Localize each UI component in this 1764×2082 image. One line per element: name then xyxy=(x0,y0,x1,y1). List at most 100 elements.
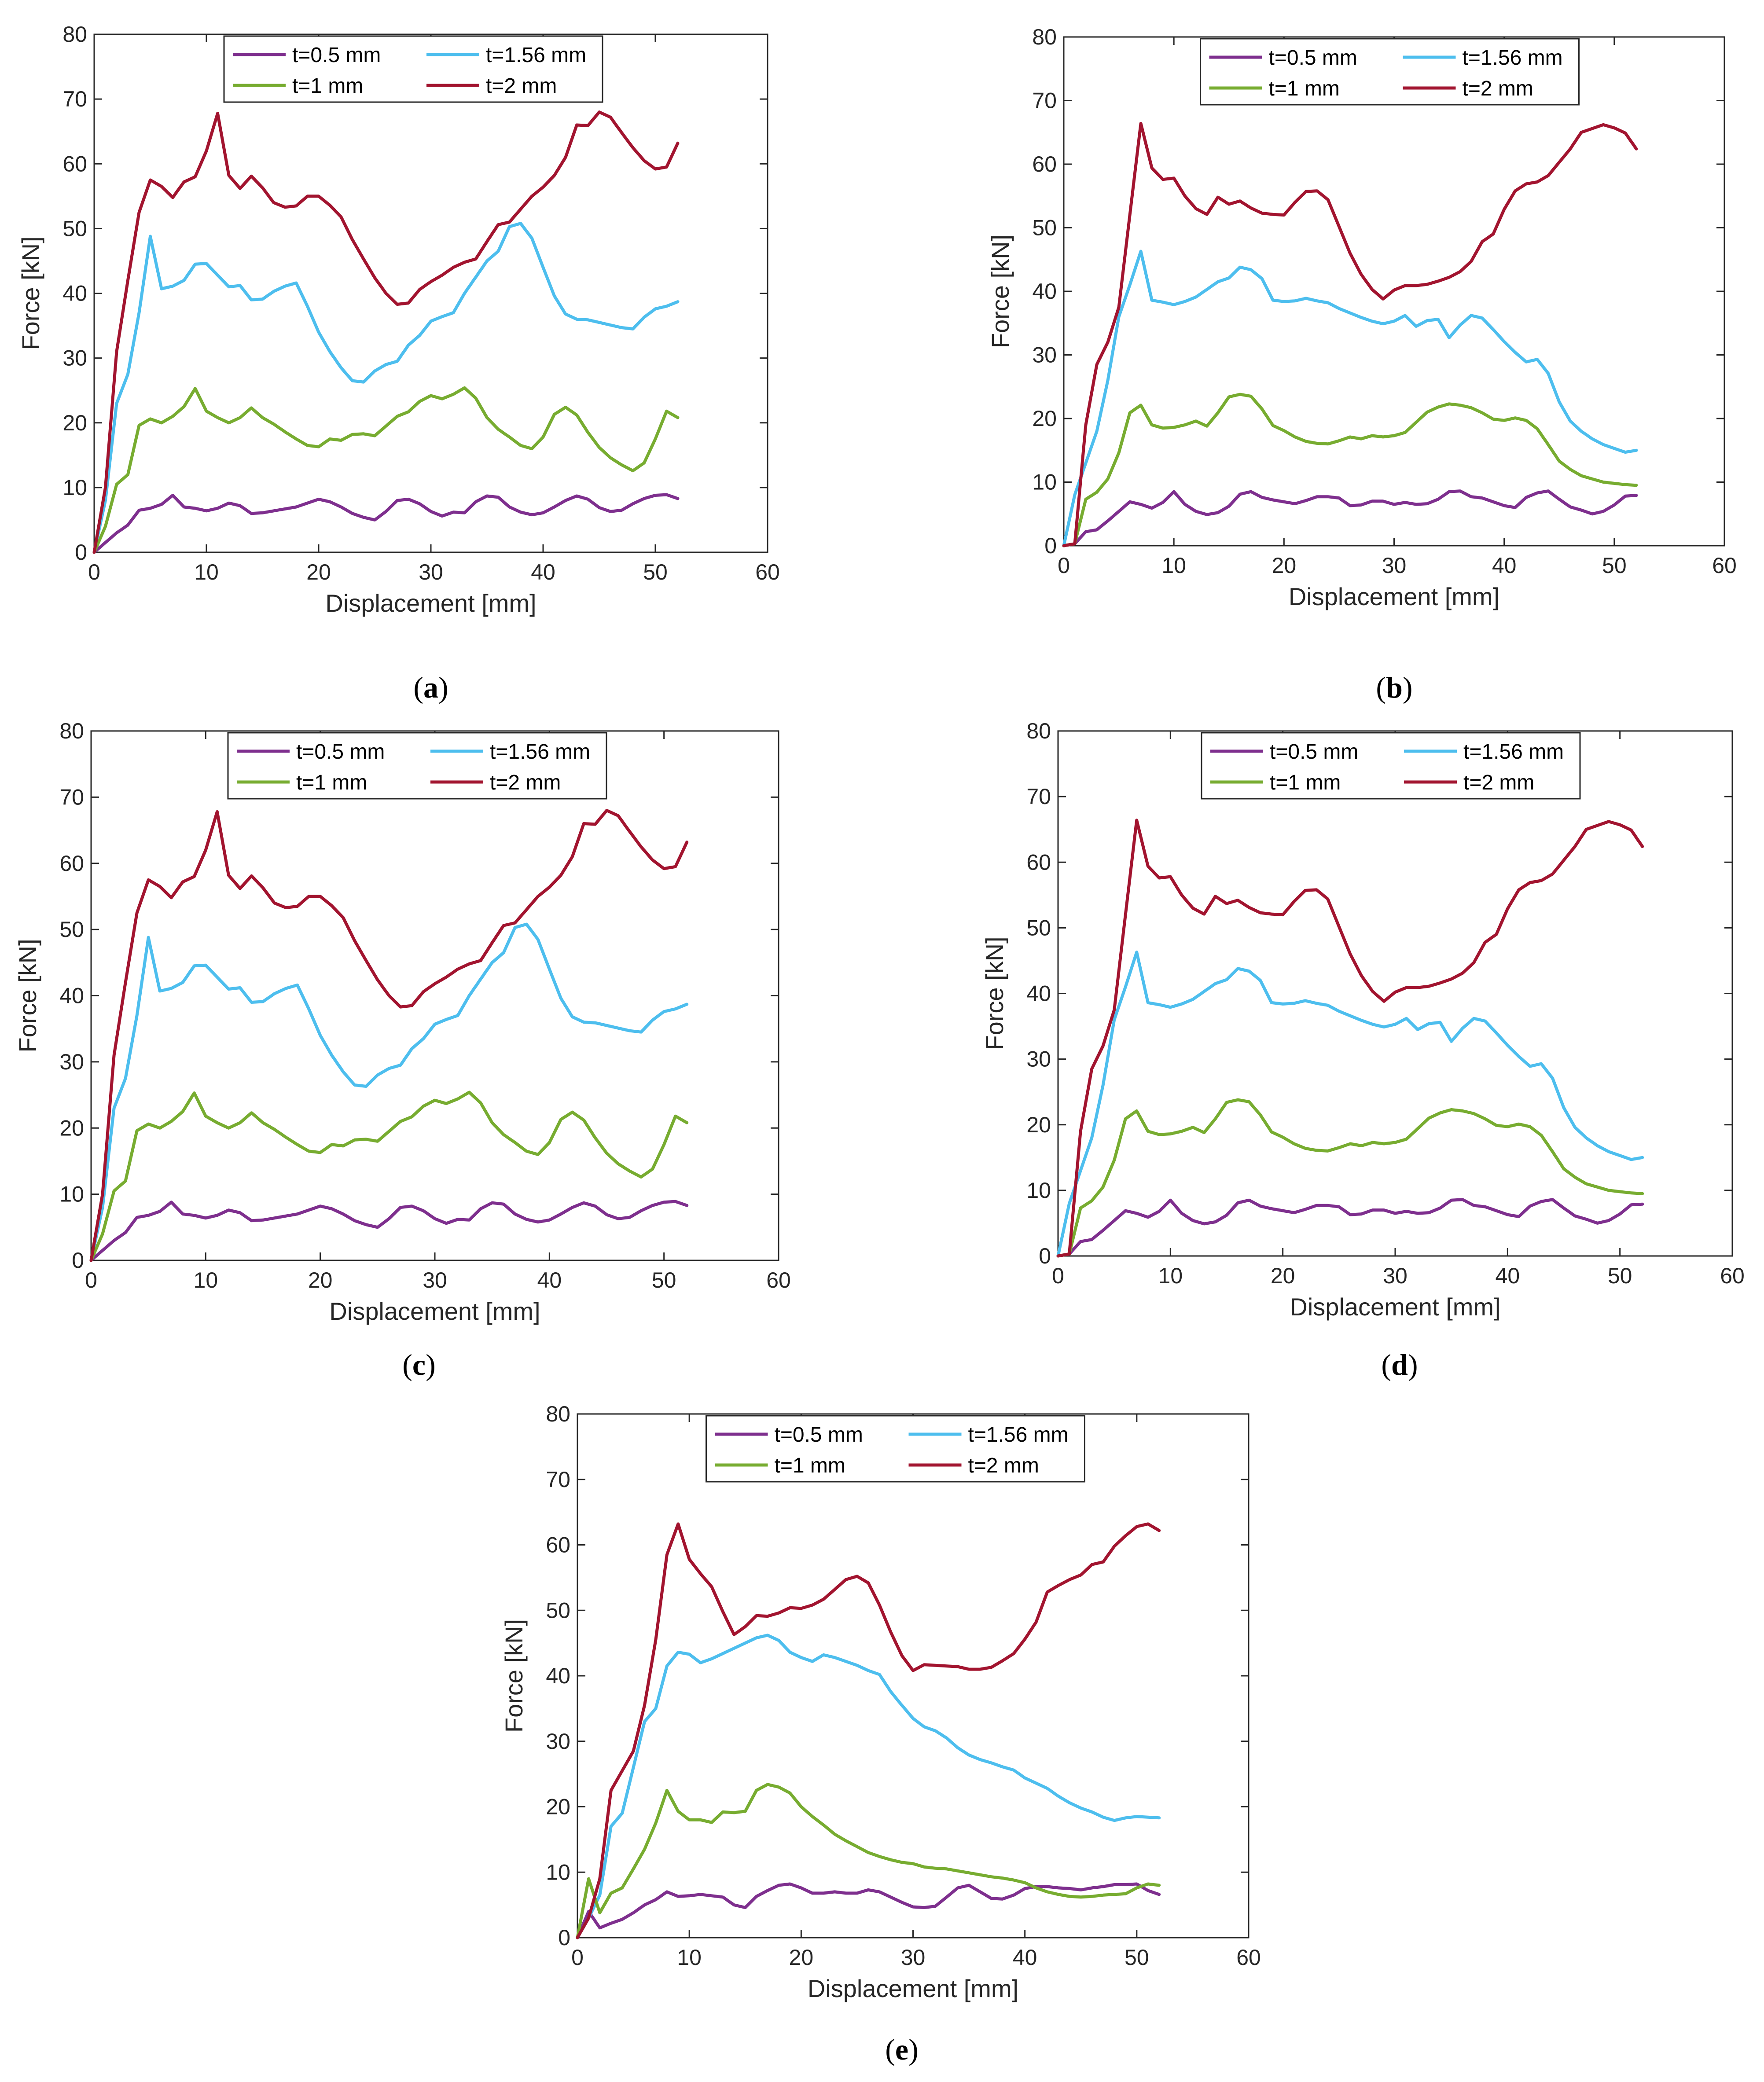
legend-label: t=2 mm xyxy=(1463,77,1533,100)
series-line-t156 xyxy=(92,222,680,554)
x-tick-label: 10 xyxy=(677,1945,702,1970)
y-tick-label: 10 xyxy=(59,1182,84,1207)
x-tick-label: 20 xyxy=(1271,1263,1295,1288)
x-tick-label: 30 xyxy=(423,1268,447,1293)
plot-area xyxy=(90,730,779,1261)
caption-close: ) xyxy=(426,1348,436,1381)
panel-caption: (a) xyxy=(413,671,448,704)
y-tick-label: 70 xyxy=(62,87,87,111)
series-line-t05 xyxy=(576,1882,1161,1939)
y-tick-label: 30 xyxy=(1032,343,1057,367)
x-tick-label: 50 xyxy=(652,1268,676,1293)
y-tick-label: 20 xyxy=(1026,1113,1051,1137)
y-tick-label: 30 xyxy=(59,1050,84,1074)
y-tick-label: 10 xyxy=(1032,470,1057,495)
series-line-t2 xyxy=(92,110,680,554)
series-line-t1 xyxy=(576,1783,1161,1939)
series-line-t05 xyxy=(89,1200,689,1262)
y-tick-label: 0 xyxy=(72,1248,84,1273)
legend-box xyxy=(1200,38,1580,106)
y-tick-label: 20 xyxy=(62,411,87,435)
legend-label: t=1.56 mm xyxy=(968,1423,1069,1447)
legend: t=0.5 mm t=1.56 mm t=1 mm t=2 mm xyxy=(706,1415,1085,1483)
y-tick-label: 50 xyxy=(546,1598,570,1623)
series-line-t156 xyxy=(576,1634,1161,1939)
y-tick-label: 40 xyxy=(62,281,87,306)
caption-open: ( xyxy=(1381,1348,1391,1381)
x-tick-label: 30 xyxy=(419,560,443,584)
x-tick-label: 10 xyxy=(1161,553,1186,578)
y-tick-label: 70 xyxy=(1032,88,1057,113)
series-line-t2 xyxy=(89,809,689,1262)
x-tick-label: 50 xyxy=(1602,553,1627,578)
series-line-t05 xyxy=(1056,1198,1644,1258)
x-tick-label: 20 xyxy=(306,560,331,584)
chart-panel-a: 0 10 20 30 40 50 60 0 10 20 30 40 50 60 70 80 Displaceme… xyxy=(17,22,780,617)
legend-label: t=2 mm xyxy=(486,74,557,98)
y-tick-label: 70 xyxy=(1026,784,1051,809)
y-tick-label: 60 xyxy=(1026,850,1051,874)
y-tick-label: 80 xyxy=(1026,719,1051,743)
x-tick-label: 40 xyxy=(537,1268,562,1293)
legend-label: t=2 mm xyxy=(490,771,561,794)
x-tick-label: 20 xyxy=(308,1268,333,1293)
legend-label: t=1 mm xyxy=(296,771,367,794)
x-tick-label: 40 xyxy=(1496,1263,1520,1288)
legend-box xyxy=(1201,732,1581,800)
x-axis-title: Displacement [mm] xyxy=(1290,1293,1500,1321)
y-tick-label: 30 xyxy=(62,346,87,371)
panel-caption: (d) xyxy=(1381,1348,1418,1381)
chart-panel-e: 0 10 20 30 40 50 60 0 10 20 30 40 50 60 70 80 Displaceme… xyxy=(500,1402,1261,2002)
legend: t=0.5 mm t=1.56 mm t=1 mm t=2 mm xyxy=(1201,732,1581,800)
x-tick-label: 10 xyxy=(194,560,219,584)
x-axis-title: Displacement [mm] xyxy=(1289,583,1499,610)
legend-label: t=1 mm xyxy=(1269,77,1340,100)
y-tick-label: 0 xyxy=(1044,533,1057,558)
caption-open: ( xyxy=(885,2033,895,2066)
series-line-t1 xyxy=(1062,393,1638,547)
y-axis-title: Force [kN] xyxy=(14,939,41,1052)
series-line-t156 xyxy=(89,922,689,1262)
x-tick-label: 0 xyxy=(88,560,100,584)
y-tick-label: 80 xyxy=(62,22,87,47)
legend-label: t=0.5 mm xyxy=(775,1423,863,1447)
x-tick-label: 0 xyxy=(1052,1263,1064,1288)
x-axis-title: Displacement [mm] xyxy=(329,1297,540,1325)
chart-panel-d: 0 10 20 30 40 50 60 0 10 20 30 40 50 60 70 80 Displaceme… xyxy=(981,719,1745,1321)
y-tick-label: 0 xyxy=(558,1925,570,1950)
y-tick-label: 70 xyxy=(59,785,84,809)
x-tick-label: 60 xyxy=(1720,1263,1745,1288)
series-line-t05 xyxy=(1062,489,1638,547)
y-tick-label: 50 xyxy=(59,917,84,942)
legend-box xyxy=(227,732,607,800)
y-tick-label: 40 xyxy=(1032,279,1057,304)
chart-panel-b: 0 10 20 30 40 50 60 0 10 20 30 40 50 60 70 80 Displaceme… xyxy=(986,25,1737,610)
y-tick-label: 50 xyxy=(1032,216,1057,240)
plot-area xyxy=(577,1413,1250,1939)
caption-letter: d xyxy=(1391,1348,1408,1381)
chart-panel-c: 0 10 20 30 40 50 60 0 10 20 30 40 50 60 70 80 Displaceme… xyxy=(14,719,791,1325)
y-tick-label: 10 xyxy=(546,1860,570,1884)
y-tick-label: 50 xyxy=(1026,915,1051,940)
x-tick-label: 50 xyxy=(643,560,668,584)
y-axis-title: Force [kN] xyxy=(17,236,44,350)
legend-label: t=2 mm xyxy=(968,1454,1039,1477)
x-tick-label: 30 xyxy=(1383,1263,1408,1288)
series-line-t1 xyxy=(89,1091,689,1262)
y-tick-label: 30 xyxy=(1026,1047,1051,1072)
x-tick-label: 60 xyxy=(1236,1945,1261,1970)
y-tick-label: 20 xyxy=(1032,406,1057,431)
y-tick-label: 40 xyxy=(546,1663,570,1688)
x-tick-label: 20 xyxy=(789,1945,814,1970)
legend: t=0.5 mm t=1.56 mm t=1 mm t=2 mm xyxy=(227,732,607,800)
legend-box xyxy=(706,1415,1085,1483)
x-tick-label: 0 xyxy=(571,1945,584,1970)
y-tick-label: 80 xyxy=(546,1402,570,1426)
y-axis-title: Force [kN] xyxy=(500,1619,528,1733)
x-tick-label: 10 xyxy=(1158,1263,1183,1288)
y-tick-label: 60 xyxy=(62,151,87,176)
x-tick-label: 30 xyxy=(1382,553,1407,578)
y-tick-label: 80 xyxy=(1032,25,1057,49)
caption-letter: b xyxy=(1386,671,1403,704)
